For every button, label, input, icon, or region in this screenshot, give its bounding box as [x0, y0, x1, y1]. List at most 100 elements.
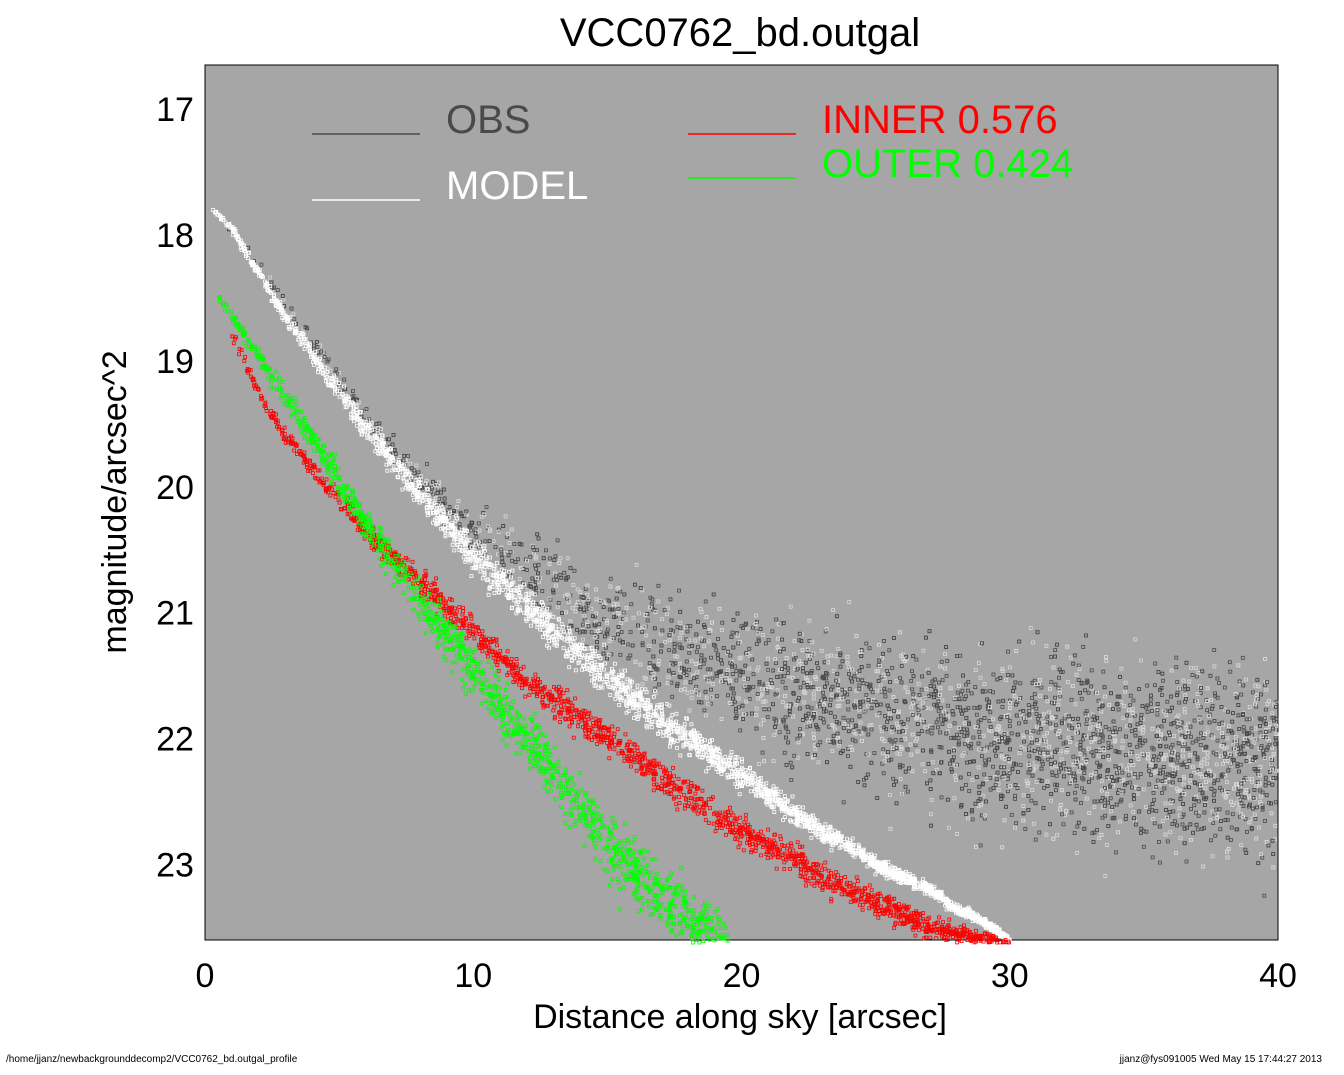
- data-point: [706, 702, 711, 706]
- data-point: [708, 671, 713, 676]
- data-point: [1073, 790, 1077, 795]
- data-point: [1241, 741, 1246, 745]
- data-point: [1062, 761, 1066, 766]
- data-point: [1251, 690, 1255, 695]
- data-point: [882, 759, 887, 764]
- data-point: [1006, 789, 1010, 794]
- data-point: [1044, 832, 1049, 837]
- data-point: [709, 655, 713, 660]
- data-point: [831, 669, 836, 673]
- data-point: [650, 597, 655, 602]
- data-point: [1190, 740, 1195, 745]
- data-point: [920, 729, 924, 733]
- data-point: [929, 798, 934, 802]
- data-point: [1144, 829, 1149, 834]
- data-point: [628, 630, 633, 634]
- data-point: [898, 777, 903, 781]
- data-point: [1028, 626, 1033, 630]
- data-point: [976, 765, 981, 770]
- data-point: [687, 650, 692, 655]
- data-point: [1114, 850, 1118, 855]
- data-point: [788, 604, 793, 609]
- data-point: [801, 680, 806, 685]
- data-point: [703, 599, 708, 604]
- data-point: [869, 723, 874, 727]
- data-point: [795, 755, 800, 760]
- data-point: [869, 727, 874, 732]
- data-point: [507, 541, 512, 545]
- data-point: [995, 745, 1000, 750]
- data-point: [883, 714, 887, 718]
- data-point: [1089, 668, 1094, 673]
- data-point: [1175, 680, 1180, 684]
- data-point: [1054, 788, 1058, 793]
- data-point: [1053, 695, 1057, 700]
- data-point: [811, 696, 816, 701]
- data-point: [1145, 709, 1150, 714]
- data-point: [964, 733, 969, 738]
- data-point: [1151, 791, 1156, 795]
- data-point: [536, 563, 541, 567]
- data-point: [734, 714, 739, 718]
- data-point: [745, 626, 750, 631]
- data-point: [1151, 817, 1156, 822]
- data-point: [1230, 812, 1235, 817]
- series-obs: [226, 221, 1279, 898]
- data-point: [675, 681, 680, 686]
- data-point: [334, 367, 339, 372]
- data-point: [656, 599, 661, 604]
- data-point: [491, 539, 496, 543]
- data-point: [620, 611, 625, 616]
- data-point: [1258, 788, 1262, 793]
- data-point: [665, 606, 670, 611]
- data-point: [964, 682, 969, 687]
- plot-area: [204, 64, 1279, 941]
- data-point: [1018, 763, 1023, 767]
- data-point: [1049, 655, 1053, 659]
- data-point: [1213, 833, 1218, 838]
- data-point: [976, 719, 981, 724]
- data-point: [1258, 730, 1263, 735]
- data-point: [1091, 722, 1096, 727]
- data-point: [1053, 648, 1058, 652]
- data-point: [1021, 735, 1026, 740]
- data-point: [678, 635, 682, 640]
- data-point: [936, 708, 941, 713]
- data-point: [1081, 737, 1085, 742]
- data-point: [558, 556, 563, 561]
- data-point: [991, 764, 995, 769]
- data-point: [647, 661, 652, 665]
- data-point: [701, 661, 706, 666]
- data-point: [1118, 727, 1122, 732]
- data-point: [980, 793, 985, 798]
- data-point: [1039, 685, 1044, 690]
- data-point: [846, 723, 850, 728]
- data-point: [950, 769, 954, 774]
- data-point: [864, 776, 868, 780]
- data-point: [966, 688, 970, 693]
- data-point: [791, 691, 796, 696]
- data-point: [1044, 739, 1048, 744]
- data-point: [929, 812, 933, 817]
- data-point: [821, 690, 825, 695]
- data-point: [598, 599, 603, 604]
- data-point: [1181, 678, 1186, 683]
- data-point: [268, 275, 273, 280]
- data-point: [763, 699, 768, 704]
- data-point: [737, 706, 742, 711]
- data-point: [997, 724, 1002, 729]
- data-point: [517, 577, 522, 581]
- data-point: [921, 648, 926, 653]
- data-point: [797, 638, 802, 643]
- data-point: [585, 620, 590, 625]
- data-point: [838, 739, 842, 744]
- data-point: [846, 707, 851, 712]
- data-point: [1095, 828, 1099, 832]
- data-point: [914, 716, 919, 721]
- data-point: [1229, 825, 1234, 830]
- data-point: [913, 743, 918, 748]
- data-point: [629, 602, 634, 607]
- data-point: [1033, 702, 1037, 706]
- data-point: [1209, 698, 1213, 702]
- data-point: [695, 670, 700, 675]
